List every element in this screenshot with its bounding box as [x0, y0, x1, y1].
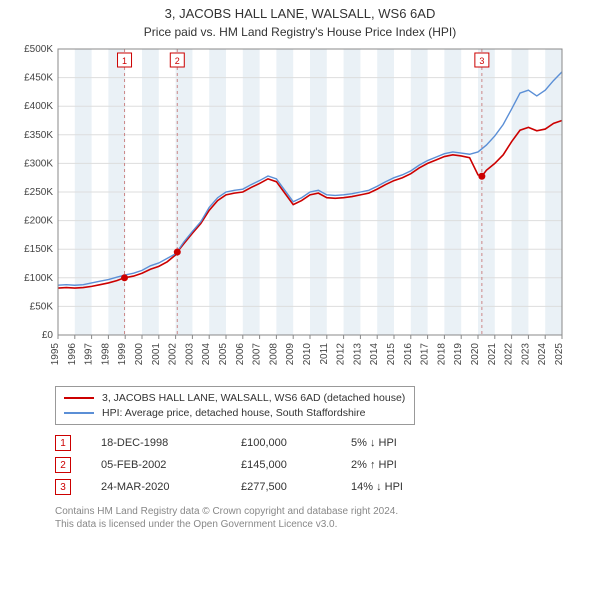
svg-text:2006: 2006	[235, 343, 246, 366]
event-date-1: 18-DEC-1998	[101, 437, 211, 449]
svg-text:2011: 2011	[319, 343, 330, 365]
svg-text:2016: 2016	[403, 343, 414, 366]
svg-text:2004: 2004	[201, 343, 212, 366]
svg-text:2010: 2010	[302, 343, 313, 366]
svg-text:£150K: £150K	[24, 244, 53, 255]
event-price-3: £277,500	[241, 481, 321, 493]
svg-text:2013: 2013	[352, 343, 363, 366]
svg-text:2001: 2001	[151, 343, 162, 366]
chart-subtitle: Price paid vs. HM Land Registry's House …	[0, 25, 600, 39]
event-price-1: £100,000	[241, 437, 321, 449]
legend-swatch-hpi	[64, 412, 94, 414]
footer: Contains HM Land Registry data © Crown c…	[55, 505, 600, 531]
legend-item-property: 3, JACOBS HALL LANE, WALSALL, WS6 6AD (d…	[64, 391, 406, 406]
event-diff-2: 2% ↑ HPI	[351, 459, 471, 471]
event-date-2: 05-FEB-2002	[101, 459, 211, 471]
legend-label-property: 3, JACOBS HALL LANE, WALSALL, WS6 6AD (d…	[102, 391, 405, 406]
event-row-3: 3 24-MAR-2020 £277,500 14% ↓ HPI	[55, 479, 600, 495]
event-row-1: 1 18-DEC-1998 £100,000 5% ↓ HPI	[55, 435, 600, 451]
svg-text:2005: 2005	[218, 343, 229, 366]
svg-text:2025: 2025	[554, 343, 565, 366]
svg-text:£500K: £500K	[24, 45, 53, 55]
legend-label-hpi: HPI: Average price, detached house, Sout…	[102, 406, 365, 421]
legend: 3, JACOBS HALL LANE, WALSALL, WS6 6AD (d…	[55, 386, 415, 425]
legend-item-hpi: HPI: Average price, detached house, Sout…	[64, 406, 406, 421]
event-num-3: 3	[55, 479, 71, 495]
event-table: 1 18-DEC-1998 £100,000 5% ↓ HPI 2 05-FEB…	[55, 435, 600, 495]
legend-swatch-property	[64, 397, 94, 399]
svg-text:2019: 2019	[453, 343, 464, 366]
svg-text:2017: 2017	[420, 343, 431, 366]
event-diff-3: 14% ↓ HPI	[351, 481, 471, 493]
svg-text:2000: 2000	[134, 343, 145, 366]
svg-text:2003: 2003	[184, 343, 195, 366]
svg-text:2002: 2002	[168, 343, 179, 366]
svg-text:£250K: £250K	[24, 187, 53, 198]
svg-text:£200K: £200K	[24, 216, 53, 227]
svg-text:1: 1	[122, 56, 127, 66]
svg-text:1999: 1999	[117, 343, 128, 366]
svg-text:2021: 2021	[487, 343, 498, 366]
svg-text:1996: 1996	[67, 343, 78, 366]
svg-text:1995: 1995	[50, 343, 61, 366]
svg-text:2015: 2015	[386, 343, 397, 366]
event-row-2: 2 05-FEB-2002 £145,000 2% ↑ HPI	[55, 457, 600, 473]
svg-text:1997: 1997	[84, 343, 95, 366]
svg-text:2014: 2014	[369, 343, 380, 366]
svg-text:£100K: £100K	[24, 273, 53, 284]
svg-text:2018: 2018	[436, 343, 447, 366]
event-date-3: 24-MAR-2020	[101, 481, 211, 493]
event-num-2: 2	[55, 457, 71, 473]
svg-text:£350K: £350K	[24, 130, 53, 141]
svg-text:2: 2	[175, 56, 180, 66]
svg-text:2007: 2007	[252, 343, 263, 366]
footer-line-2: This data is licensed under the Open Gov…	[55, 518, 600, 531]
svg-text:£300K: £300K	[24, 158, 53, 169]
footer-line-1: Contains HM Land Registry data © Crown c…	[55, 505, 600, 518]
svg-text:£50K: £50K	[30, 301, 54, 312]
chart-area: £0 £50K £100K £150K £200K £250K £300K £350K £400…	[10, 45, 590, 378]
event-num-1: 1	[55, 435, 71, 451]
svg-text:£400K: £400K	[24, 101, 53, 112]
svg-text:2022: 2022	[504, 343, 515, 366]
svg-text:£450K: £450K	[24, 73, 53, 84]
event-price-2: £145,000	[241, 459, 321, 471]
svg-text:2008: 2008	[268, 343, 279, 366]
svg-text:£0: £0	[42, 330, 54, 341]
chart-svg: £0 £50K £100K £150K £200K £250K £300K £350K £400…	[10, 45, 570, 375]
svg-text:2012: 2012	[336, 343, 347, 366]
chart-title: 3, JACOBS HALL LANE, WALSALL, WS6 6AD	[0, 6, 600, 21]
svg-text:3: 3	[479, 56, 484, 66]
svg-text:1998: 1998	[100, 343, 111, 366]
svg-text:2023: 2023	[520, 343, 531, 366]
event-diff-1: 5% ↓ HPI	[351, 437, 471, 449]
svg-text:2020: 2020	[470, 343, 481, 366]
svg-text:2009: 2009	[285, 343, 296, 366]
svg-text:2024: 2024	[537, 343, 548, 366]
